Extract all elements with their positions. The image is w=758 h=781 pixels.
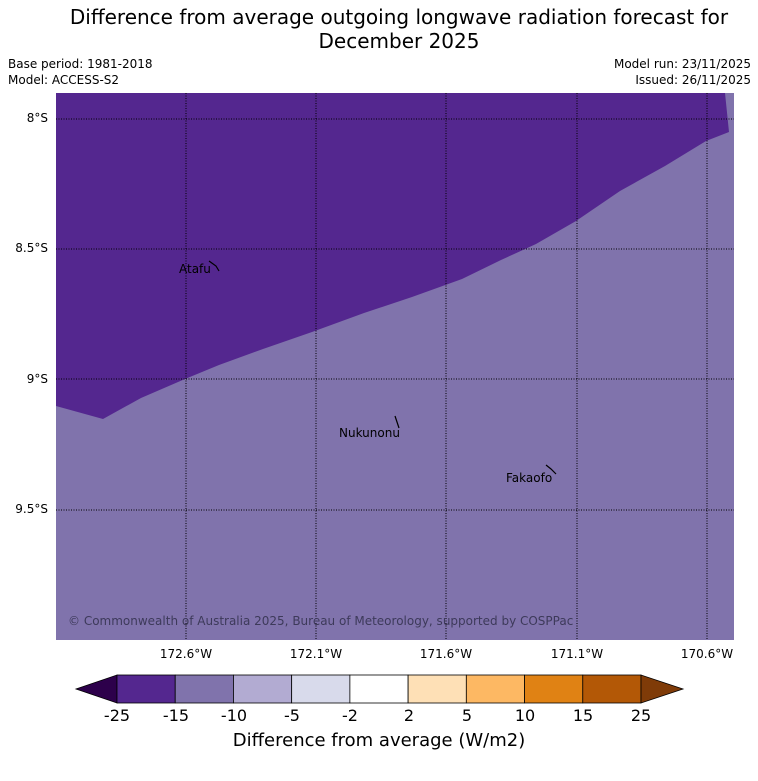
colorbar-segment (174, 674, 234, 704)
meta-right: Model run: 23/11/2025 Issued: 26/11/2025 (614, 56, 751, 88)
colorbar-segment (349, 674, 409, 704)
colorbar-tick: 15 (572, 706, 594, 725)
base-period: Base period: 1981-2018 (8, 57, 153, 71)
island-outlines (208, 260, 557, 475)
graticule (56, 93, 734, 640)
colorbar-tick: -25 (103, 706, 131, 725)
atafu-island-shape (208, 260, 220, 272)
colorbar-tick: 10 (514, 706, 536, 725)
colorbar-tick: -5 (284, 706, 300, 725)
title-line-2: December 2025 (318, 29, 480, 53)
fakaofo-island-shape (545, 464, 557, 475)
map-region-dark (56, 93, 729, 419)
colorbar-segment (116, 674, 176, 704)
lon-label-172-6w: 172.6°W (159, 647, 213, 661)
lat-label-8-5s: 8.5°S (15, 241, 48, 255)
lon-label-170-6w: 170.6°W (680, 647, 734, 661)
colorbar-tick: 25 (630, 706, 652, 725)
copyright-notice: © Commonwealth of Australia 2025, Bureau… (68, 614, 574, 628)
colorbar-segment (524, 674, 584, 704)
lat-label-8s: 8°S (26, 111, 48, 125)
title-line-1: Difference from average outgoing longwav… (69, 5, 729, 29)
nukunonu-island-shape (394, 415, 400, 429)
colorbar-segment (291, 674, 351, 704)
colorbar-extend-low (74, 674, 118, 704)
place-label-atafu: Atafu (179, 262, 211, 276)
meta-left: Base period: 1981-2018 Model: ACCESS-S2 (8, 56, 153, 88)
lat-label-9-5s: 9.5°S (15, 502, 48, 516)
lon-label-172-1w: 172.1°W (289, 647, 343, 661)
colorbar-tick: 5 (461, 706, 473, 725)
lon-label-171-6w: 171.6°W (419, 647, 473, 661)
colorbar-segment (582, 674, 642, 704)
model-run: Model run: 23/11/2025 (613, 57, 751, 71)
model-name: Model: ACCESS-S2 (8, 73, 120, 87)
colorbar-segment (233, 674, 293, 704)
colorbar-segment (407, 674, 467, 704)
place-label-fakaofo: Fakaofo (506, 471, 553, 485)
lon-label-171-1w: 171.1°W (550, 647, 604, 661)
colorbar-tick: 2 (403, 706, 415, 725)
colorbar (74, 674, 685, 704)
place-label-nukunonu: Nukunonu (339, 426, 400, 440)
lat-label-9s: 9°S (26, 372, 48, 386)
colorbar-label: Difference from average (W/m2) (232, 730, 526, 751)
colorbar-extend-high (640, 674, 685, 704)
colorbar-tick: -2 (342, 706, 358, 725)
issued-date: Issued: 26/11/2025 (635, 73, 751, 87)
chart-title: Difference from average outgoing longwav… (0, 5, 758, 53)
colorbar-segment (465, 674, 525, 704)
colorbar-tick: -10 (220, 706, 248, 725)
colorbar-tick: -15 (162, 706, 190, 725)
